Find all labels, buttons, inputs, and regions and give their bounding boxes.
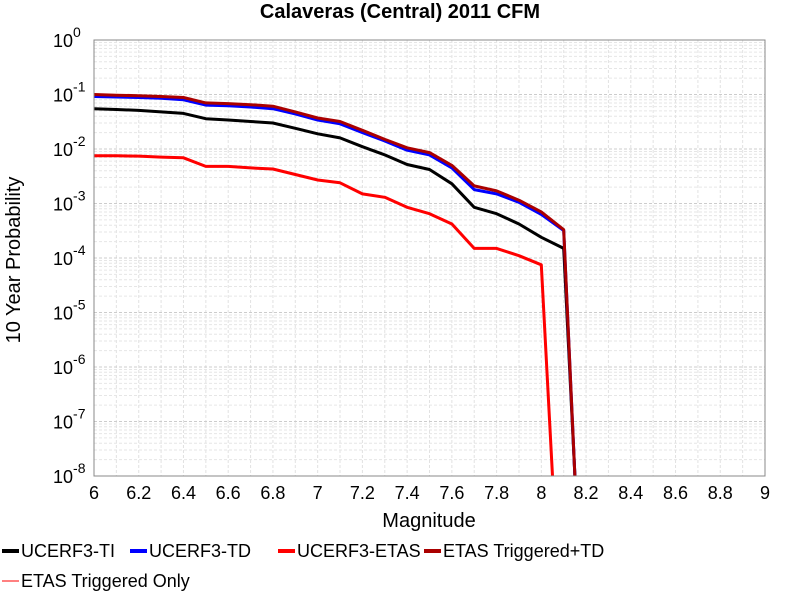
chart-title: Calaveras (Central) 2011 CFM (260, 1, 540, 23)
legend-label: ETAS Triggered Only (21, 571, 190, 591)
x-tick-label: 6.4 (171, 483, 196, 503)
y-axis-label: 10 Year Probability (3, 177, 25, 344)
legend: UCERF3-TI UCERF3-TD UCERF3-ETAS ETAS Trigge… (2, 541, 604, 591)
x-tick-label: 7.4 (395, 483, 420, 503)
x-tick-label: 8.8 (708, 483, 733, 503)
x-tick-label: 6.6 (216, 483, 241, 503)
x-tick-label: 8 (536, 483, 546, 503)
series-group (93, 93, 577, 477)
x-tick-label: 7.8 (484, 483, 509, 503)
x-tick-label: 6.2 (126, 483, 151, 503)
legend-label: UCERF3-TI (21, 541, 115, 561)
y-tick-label: 10-6 (53, 351, 86, 378)
x-axis-label: Magnitude (382, 510, 475, 532)
series-line-ucerf3-etas (94, 154, 554, 477)
x-tick-label: 9 (760, 483, 770, 503)
x-tick-label: 7.2 (350, 483, 375, 503)
y-tick-label: 10-8 (53, 460, 86, 487)
y-tick-label: 10-4 (53, 242, 86, 269)
y-tick-label: 10-1 (53, 79, 86, 106)
y-tick-label: 10-5 (53, 297, 86, 324)
series-line-etas-triggered-td (93, 93, 577, 477)
x-tick-label: 7.6 (439, 483, 464, 503)
x-tick-labels: 6 6.2 6.4 6.6 6.8 7 7.2 7.4 7.6 7.8 8 8.2 8.4 8.6 8.8 9 (89, 483, 770, 503)
x-tick-label: 6.8 (260, 483, 285, 503)
x-tick-label: 8.6 (663, 483, 688, 503)
y-tick-label: 10-3 (53, 188, 86, 215)
legend-label: UCERF3-TD (149, 541, 251, 561)
plot-frame (93, 39, 766, 477)
series-line-ucerf3-ti (93, 107, 577, 477)
series-line-ucerf3-td (93, 95, 577, 477)
x-tick-label: 8.4 (618, 483, 643, 503)
y-tick-labels: 100 10-1 10-2 10-3 10-4 10-5 10-6 10-7 10-8 (53, 24, 86, 487)
x-tick-label: 6 (89, 483, 99, 503)
y-tick-label: 100 (53, 24, 81, 51)
legend-label: UCERF3-ETAS (297, 541, 421, 561)
x-tick-label: 7 (313, 483, 323, 503)
y-tick-label: 10-7 (53, 406, 86, 433)
x-tick-label: 8.2 (574, 483, 599, 503)
legend-label: ETAS Triggered+TD (443, 541, 604, 561)
y-tick-label: 10-2 (53, 133, 86, 160)
